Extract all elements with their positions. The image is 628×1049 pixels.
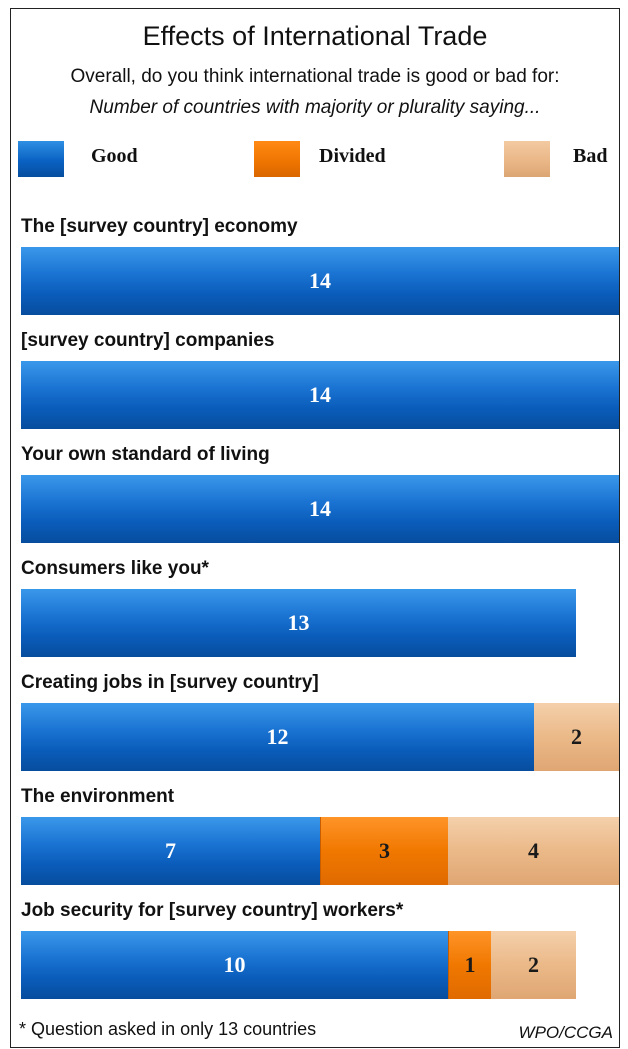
category-label: [survey country] companies [21, 330, 275, 351]
data-label: 14 [309, 496, 331, 521]
data-label: 2 [528, 952, 539, 977]
legend-swatch-bad [504, 141, 550, 177]
legend-label-good: Good [91, 145, 138, 167]
legend-swatch-divided [254, 141, 300, 177]
category-label: Consumers like you* [21, 558, 209, 579]
data-label: 1 [464, 952, 476, 977]
category-label: The [survey country] economy [21, 216, 298, 237]
bar-segment-good: 10 [21, 931, 448, 999]
chart-footnote: * Question asked in only 13 countries [19, 1019, 317, 1039]
legend-swatch-good [18, 141, 64, 177]
bar-segment-bad: 2 [534, 703, 619, 771]
category-label: Creating jobs in [survey country] [21, 672, 319, 693]
chart-frame: Effects of International Trade Overall, … [10, 8, 620, 1048]
category-label: Your own standard of living [21, 444, 270, 465]
bar-segment-good: 14 [21, 361, 619, 429]
bar-row: 14 [21, 475, 619, 543]
data-label: 14 [309, 268, 331, 293]
data-label: 7 [165, 838, 176, 863]
bar-row: 14 [21, 361, 619, 429]
bar-row: 14 [21, 247, 619, 315]
data-label: 13 [287, 610, 310, 635]
bar-row: 13 [21, 589, 619, 657]
category-label: Job security for [survey country] worker… [21, 900, 404, 921]
data-label: 3 [379, 838, 390, 863]
data-label: 4 [528, 838, 539, 863]
data-label: 12 [266, 724, 289, 749]
legend-label-divided: Divided [319, 145, 386, 167]
bar-row: 10 1 2 [21, 931, 619, 999]
bar-segment-good: 14 [21, 247, 619, 315]
bar-row: 12 2 [21, 703, 619, 771]
bar-segment-divided: 3 [320, 817, 448, 885]
bar-segment-bad: 4 [448, 817, 619, 885]
bar-segment-bad: 2 [491, 931, 576, 999]
bar-segment-good: 7 [21, 817, 320, 885]
legend-label-bad: Bad [573, 145, 608, 167]
data-label: 14 [309, 382, 331, 407]
chart-source: WPO/CCGA [518, 1023, 613, 1042]
chart-subtitle: Overall, do you think international trad… [70, 66, 560, 87]
category-label: The environment [21, 786, 175, 807]
bar-segment-good: 13 [21, 589, 576, 657]
bar-row: 7 3 4 [21, 817, 619, 885]
chart-title: Effects of International Trade [142, 21, 488, 51]
chart-subtitle-italic: Number of countries with majority or plu… [89, 97, 541, 118]
bar-segment-good: 12 [21, 703, 534, 771]
data-label: 2 [571, 724, 582, 749]
bar-segment-good: 14 [21, 475, 619, 543]
bar-segment-divided: 1 [448, 931, 491, 999]
data-label: 10 [223, 952, 246, 977]
